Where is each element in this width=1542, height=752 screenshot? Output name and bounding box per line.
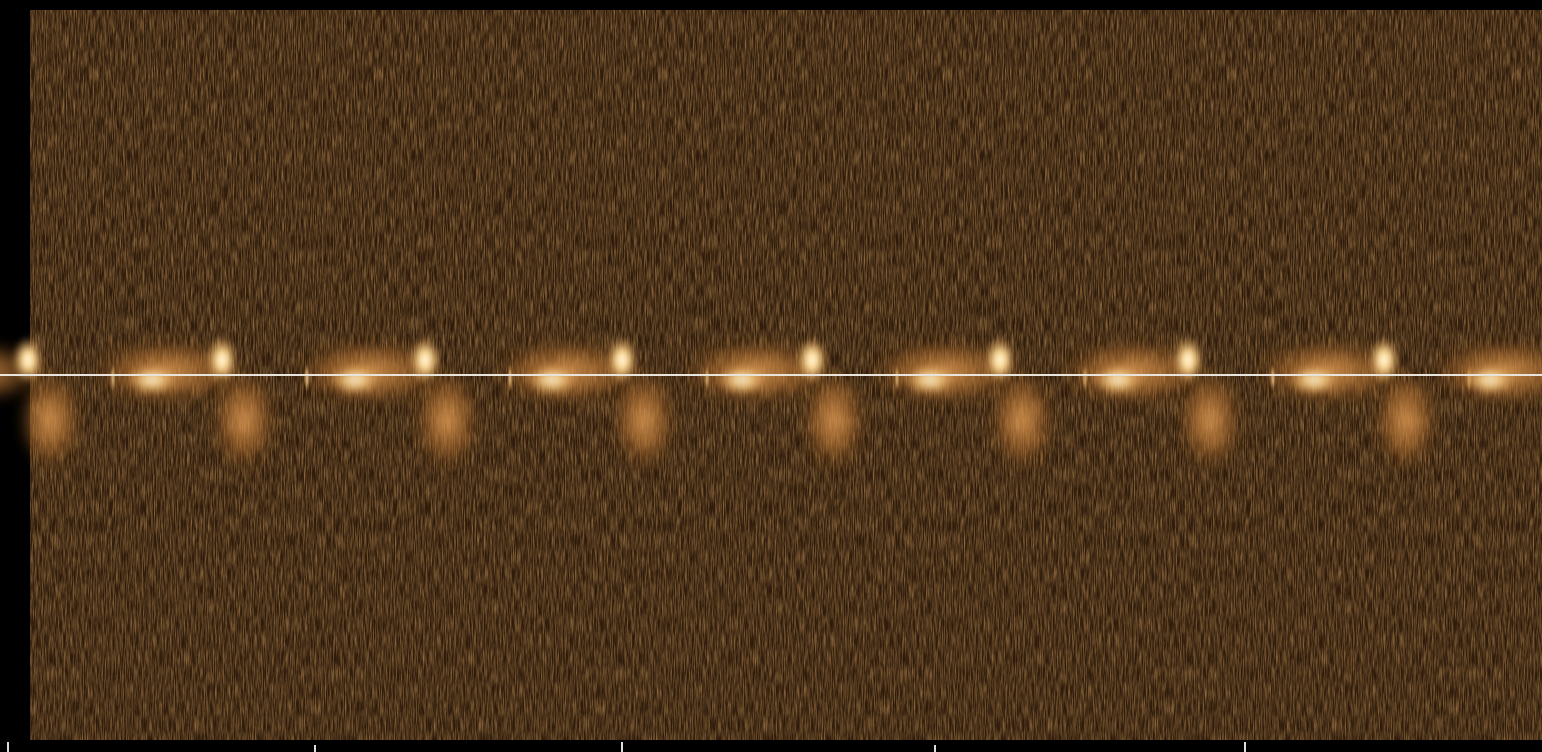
signal-blob (1178, 370, 1242, 470)
signal-blob (1368, 336, 1400, 384)
signal-blob (1092, 364, 1144, 396)
signal-blob (415, 370, 479, 470)
signal-blob (802, 370, 866, 470)
signal-blob (126, 364, 178, 396)
signal-blob (904, 364, 956, 396)
signal-blob (206, 336, 238, 384)
signal-blob (526, 364, 578, 396)
signal-blob (716, 364, 768, 396)
signal-blob (612, 370, 676, 470)
signal-blob (606, 336, 638, 384)
signal-blob (1374, 370, 1438, 470)
signal-blob (212, 370, 276, 470)
signal-blob (409, 336, 441, 384)
signal-blob (984, 336, 1016, 384)
signal-blob (18, 370, 82, 470)
signal-blob (1172, 336, 1204, 384)
signal-blob (990, 370, 1054, 470)
signal-blob (796, 336, 828, 384)
signal-blob (1288, 364, 1340, 396)
signal-blob (12, 336, 44, 384)
signal-blob (1464, 364, 1516, 396)
signal-blob (329, 364, 381, 396)
time-ticks (7, 742, 1246, 752)
flow-signal (0, 336, 1542, 470)
